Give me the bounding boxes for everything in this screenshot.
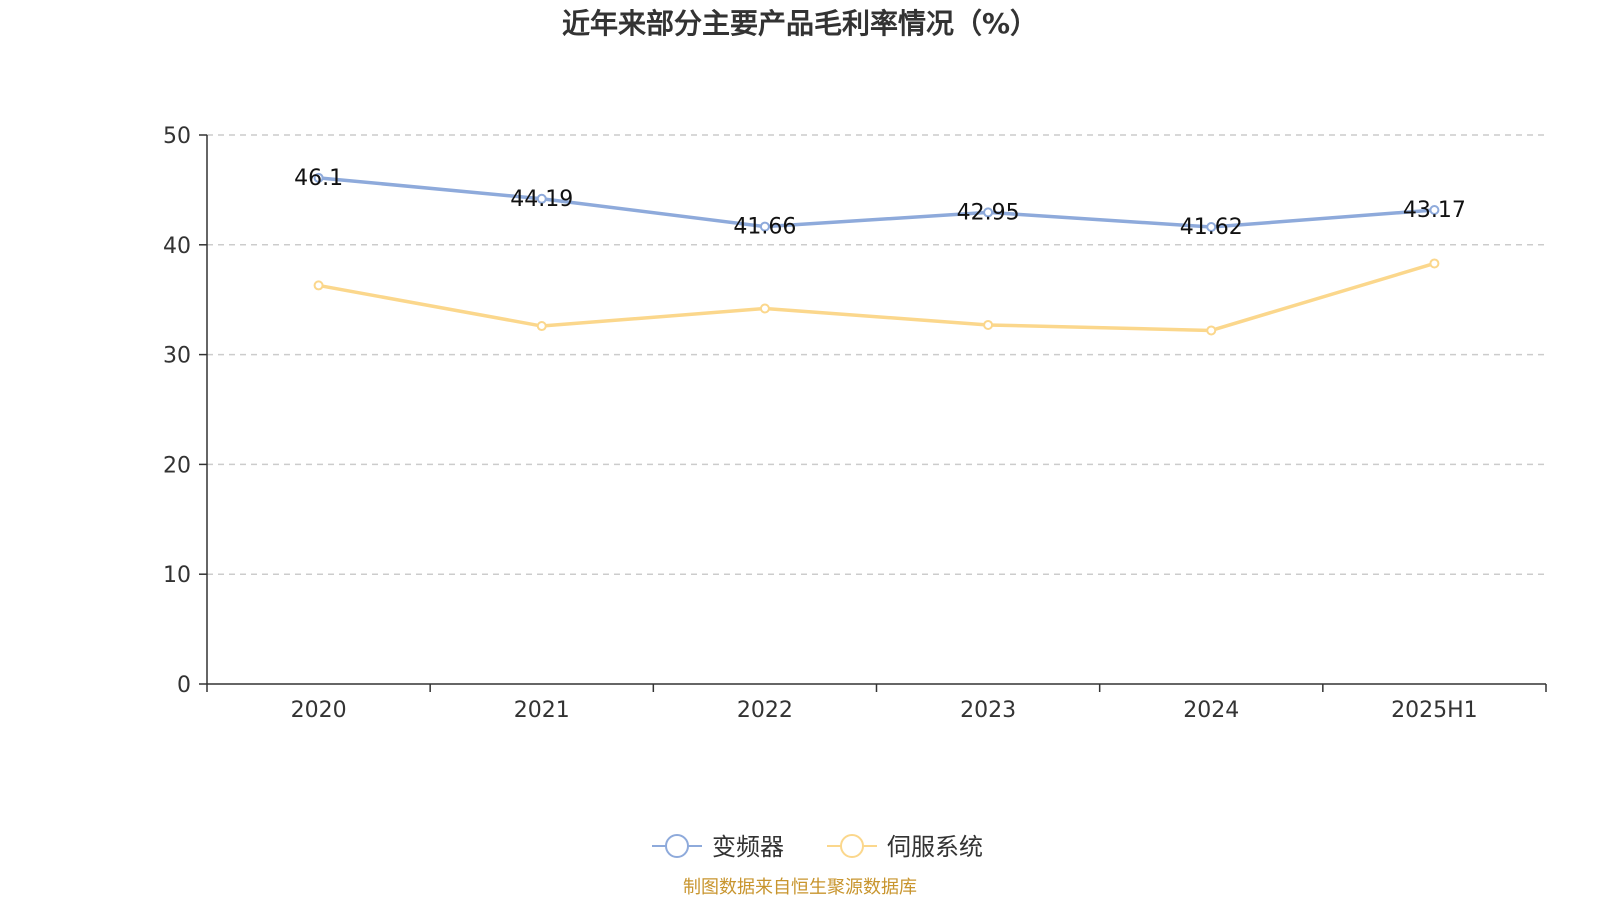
x-tick-label: 2023 (960, 698, 1016, 723)
grid-lines (207, 134, 1546, 575)
data-label: 42.95 (957, 200, 1020, 225)
legend: 变频器 伺服系统 (652, 833, 983, 861)
data-label: 43.17 (1403, 198, 1466, 223)
legend-label: 变频器 (712, 833, 784, 861)
data-label: 41.66 (733, 215, 796, 240)
x-tick-label: 2025H1 (1391, 698, 1478, 723)
x-tick-label: 2021 (514, 698, 570, 723)
data-point (1206, 222, 1217, 233)
series-line-0 (318, 176, 1435, 229)
x-tick-label: 2020 (291, 698, 347, 723)
legend-marker (665, 834, 689, 858)
legend-item-0[interactable]: 变频器 (652, 833, 784, 861)
y-tick-label: 20 (163, 453, 191, 478)
data-point (536, 193, 547, 204)
y-tick-label: 30 (163, 344, 191, 369)
data-point (313, 280, 324, 291)
legend-label: 伺服系统 (887, 833, 983, 861)
data-point (759, 221, 770, 232)
chart-title: 近年来部分主要产品毛利率情况（%） (562, 7, 1038, 40)
legend-item-1[interactable]: 伺服系统 (827, 833, 983, 861)
series-lines (313, 172, 1440, 336)
y-tick-label: 50 (163, 124, 191, 149)
y-tick-label: 0 (177, 673, 191, 698)
source-note: 制图数据来自恒生聚源数据库 (683, 877, 917, 898)
data-label: 41.62 (1180, 215, 1243, 240)
data-label: 46.1 (294, 166, 343, 191)
data-point (983, 319, 994, 330)
axes: 0 10 20 30 40 50 2020 2021 2022 2023 2024 2025H1 (163, 124, 1547, 723)
y-tick-label: 40 (163, 234, 191, 259)
data-labels: 46.1 44.19 41.66 42.95 41.62 43.17 (294, 166, 1466, 240)
data-label: 44.19 (510, 187, 573, 212)
x-tick-label: 2024 (1183, 698, 1239, 723)
data-point (313, 172, 324, 183)
legend-marker (840, 834, 864, 858)
y-tick-label: 10 (163, 563, 191, 588)
data-point (759, 303, 770, 314)
series-line-1 (318, 261, 1435, 333)
data-point (536, 321, 547, 332)
data-point (1429, 204, 1440, 215)
data-point (983, 207, 994, 218)
data-point (1206, 325, 1217, 336)
data-point (1429, 258, 1440, 269)
x-tick-label: 2022 (737, 698, 793, 723)
